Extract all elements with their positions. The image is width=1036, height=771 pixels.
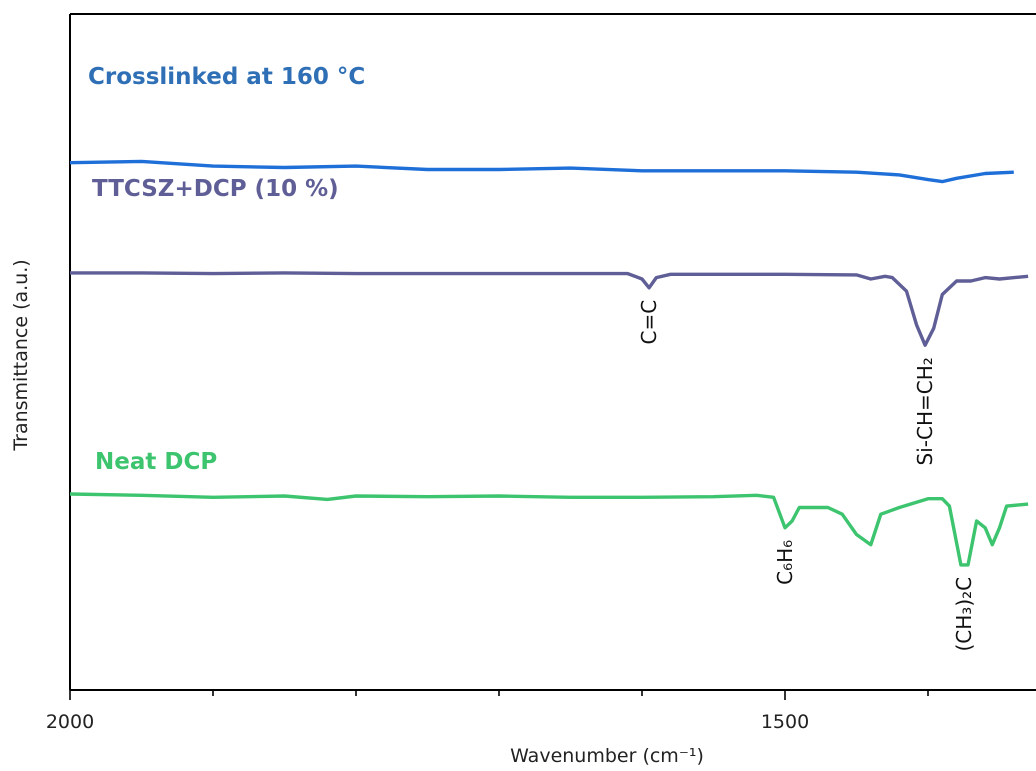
series-labels: Crosslinked at 160 °C TTCSZ+DCP (10 %) Nea… [88,64,365,475]
x-axis-title: Wavenumber (cm⁻¹) [510,745,704,767]
y-axis-title: Transmittance (a.u.) [10,259,32,451]
series-label-1: TTCSZ+DCP (10 %) [92,176,339,202]
peak-label: (CH₃)₂C [952,577,976,652]
x-tick-label: 1500 [761,711,809,733]
series-line-2 [69,492,1029,567]
peak-label: Si-CH=CH₂ [913,357,937,465]
plot-frame [69,13,1036,691]
series-lines [69,159,1029,567]
series-label-0: Crosslinked at 160 °C [88,64,365,90]
series-label-2: Neat DCP [95,449,217,475]
peak-annotations: C=CSi-CH=CH₂Si-CH₃N-HSi-OSi-NCH₂Si-CC₆H₆… [637,300,976,652]
peak-label: C=C [637,300,661,345]
peak-label: C₆H₆ [773,540,797,585]
series-line-0 [69,159,1014,184]
x-tick-label: 2000 [46,711,94,733]
x-axis-ticks: 200015001000 [46,690,929,733]
series-line-1 [70,271,1029,347]
